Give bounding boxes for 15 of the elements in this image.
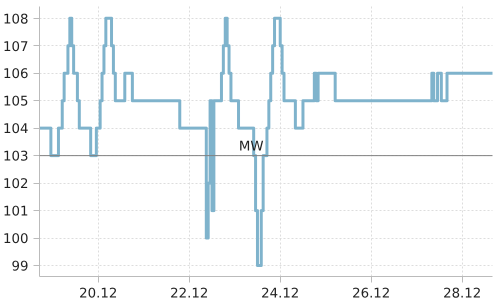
y-tick-label: 102: [3, 177, 29, 192]
y-tick-label: 108: [3, 12, 29, 28]
y-tick-label: 103: [3, 150, 29, 165]
y-tick-label: 107: [3, 40, 29, 55]
x-tick-label: 22.12: [170, 286, 208, 300]
y-tick-label: 106: [3, 67, 29, 82]
y-tick-label: 100: [3, 232, 29, 248]
y-tick-label: 101: [3, 204, 29, 220]
y-tick-label: 105: [3, 94, 29, 110]
x-tick-label: 24.12: [261, 286, 300, 300]
y-tick-label: 99: [12, 260, 29, 275]
y-tick-label: 104: [3, 122, 29, 138]
x-tick-label: 20.12: [79, 286, 118, 300]
x-tick-label: 28.12: [443, 286, 482, 300]
x-tick-label: 26.12: [352, 286, 390, 300]
